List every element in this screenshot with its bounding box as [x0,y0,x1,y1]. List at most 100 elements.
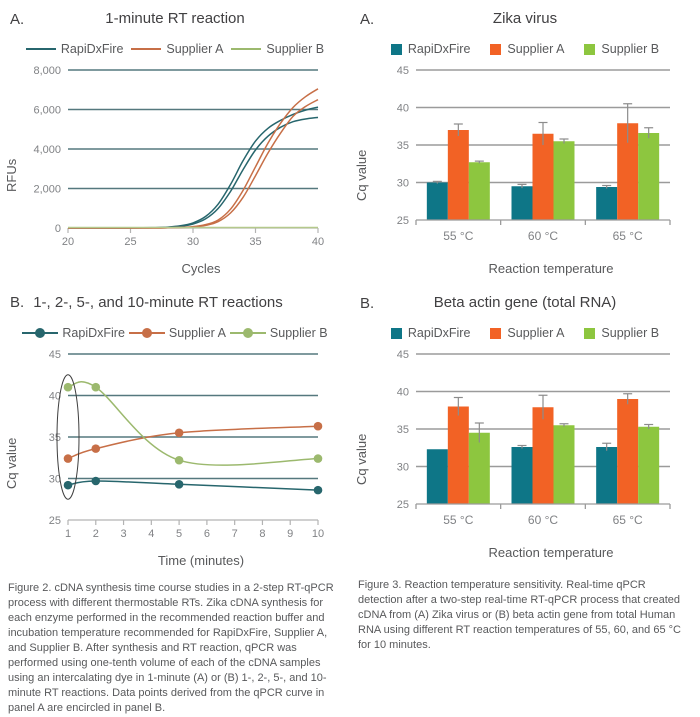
panel-figure3-b: B. Beta actin gene (total RNA) RapiDxFir… [354,294,696,560]
svg-text:40: 40 [49,391,61,403]
legend-item-supplier-b: Supplier B [584,326,659,340]
figure2-caption: Figure 2. cDNA synthesis time course stu… [8,582,334,714]
svg-text:25: 25 [124,236,136,248]
panel-figure2-b: B. 1-, 2-, 5-, and 10-minute RT reaction… [4,294,346,568]
plot-area: RFUs 0 2,000 4,000 6,000 8,000 20 25 30 35 40 [4,60,346,260]
svg-text:30: 30 [49,474,61,486]
y-axis-label: Cq value [354,149,369,201]
x-axis-label: Time (minutes) [157,553,245,568]
figure3-caption: Figure 3. Reaction temperature sensitivi… [358,579,681,651]
panel-figure2-a: A. 1-minute RT reaction RapiDxFire Suppli… [4,10,346,276]
svg-text:7: 7 [232,528,238,540]
svg-text:3: 3 [120,528,126,540]
legend-label-supplier-a: Supplier A [507,326,565,340]
svg-text:10: 10 [312,528,324,540]
legend-item-rapidxfire: RapiDxFire [22,326,125,340]
legend-swatch-rapidxfire [25,48,56,50]
svg-text:25: 25 [397,499,409,511]
svg-text:40: 40 [397,103,409,115]
svg-text:35: 35 [397,424,409,436]
svg-text:30: 30 [187,236,199,248]
svg-text:2: 2 [93,528,99,540]
legend: RapiDxFire Supplier A Supplier B [354,324,696,342]
svg-text:2,000: 2,000 [33,184,61,196]
beta-actin-bar-chart: 25 30 35 40 45 55 °C 60 °C 65 °C [397,349,671,527]
legend-item-supplier-b: Supplier B [231,42,324,56]
svg-text:6,000: 6,000 [33,105,61,117]
legend: RapiDxFire Supplier A Supplier B [4,40,346,58]
panel-figure3-a: A. Zika virus RapiDxFire Supplier A Suppli… [354,10,696,276]
svg-text:45: 45 [397,349,409,361]
svg-text:9: 9 [287,528,293,540]
legend-label-rapidxfire: RapiDxFire [60,42,124,56]
svg-text:30: 30 [397,178,409,190]
legend-swatch-rapidxfire [22,328,59,338]
svg-text:1: 1 [65,528,71,540]
panel-title: 1-, 2-, 5-, and 10-minute RT reactions [33,294,283,311]
svg-text:35: 35 [49,432,61,444]
svg-text:8: 8 [259,528,265,540]
legend-label-supplier-b: Supplier B [601,42,660,56]
y-axis-label: RFUs [4,158,19,192]
legend-label-rapidxfire: RapiDxFire [407,42,471,56]
panel-letter: B. [360,295,375,312]
legend-swatch-rapidxfire [390,43,402,55]
legend-label-supplier-a: Supplier A [166,42,224,56]
panel-header: A. Zika virus [354,10,696,31]
y-axis-label: Cq value [354,433,369,485]
legend-swatch-supplier-b [584,43,596,55]
legend-item-supplier-a: Supplier A [128,326,226,340]
plot-area: Cq value 25 30 35 40 45 1 2 3 4 5 6 7 8 9 10 [4,344,346,552]
y-axis-label: Cq value [4,437,19,489]
svg-text:45: 45 [397,65,409,77]
panel-letter: B. [10,294,25,311]
zika-bar-chart: 25 30 35 40 45 55 °C 60 °C 65 °C [397,65,671,243]
svg-text:45: 45 [49,349,61,361]
svg-text:0: 0 [55,223,61,235]
svg-text:60 °C: 60 °C [528,513,558,527]
rt-amplification-chart: 0 2,000 4,000 6,000 8,000 20 25 30 35 40 [33,65,324,248]
legend-item-supplier-a: Supplier A [490,326,564,340]
svg-text:20: 20 [62,236,74,248]
svg-text:55 °C: 55 °C [443,513,473,527]
legend-item-rapidxfire: RapiDxFire [25,42,124,56]
plot-area: Cq value 25 30 35 40 45 55 °C 60 °C 65 °C [354,344,696,544]
legend-swatch-rapidxfire [390,327,402,339]
legend-label-supplier-a: Supplier A [507,42,565,56]
svg-text:25: 25 [49,515,61,527]
legend-swatch-supplier-a [490,43,502,55]
panel-letter: A. [10,11,25,28]
panel-header: B. 1-, 2-, 5-, and 10-minute RT reaction… [4,294,346,315]
legend-swatch-supplier-b [229,328,266,338]
panel-header: B. Beta actin gene (total RNA) [354,294,696,315]
x-axis-label: Cycles [181,261,221,276]
legend-swatch-supplier-b [584,327,596,339]
svg-text:55 °C: 55 °C [443,229,473,243]
svg-text:35: 35 [249,236,261,248]
legend-label-supplier-a: Supplier A [168,326,226,340]
panel-letter: A. [360,11,375,28]
panel-title: 1-minute RT reaction [105,10,245,27]
svg-text:65 °C: 65 °C [613,229,643,243]
legend-swatch-supplier-a [490,327,502,339]
legend-item-supplier-a: Supplier A [490,42,564,56]
svg-text:8,000: 8,000 [33,65,61,77]
svg-text:65 °C: 65 °C [613,513,643,527]
legend-label-rapidxfire: RapiDxFire [407,326,471,340]
legend: RapiDxFire Supplier A Supplier B [354,40,696,58]
svg-text:4,000: 4,000 [33,144,61,156]
legend: RapiDxFire Supplier A Supplier B [4,324,346,342]
svg-text:5: 5 [176,528,182,540]
legend-item-supplier-b: Supplier B [229,326,328,340]
x-axis-label: Reaction temperature [488,545,614,560]
svg-text:40: 40 [312,236,324,248]
svg-text:60 °C: 60 °C [528,229,558,243]
svg-text:40: 40 [397,387,409,399]
svg-text:30: 30 [397,462,409,474]
svg-text:4: 4 [148,528,154,540]
legend-item-supplier-a: Supplier A [131,42,223,56]
svg-text:35: 35 [397,140,409,152]
legend-item-rapidxfire: RapiDxFire [390,42,471,56]
